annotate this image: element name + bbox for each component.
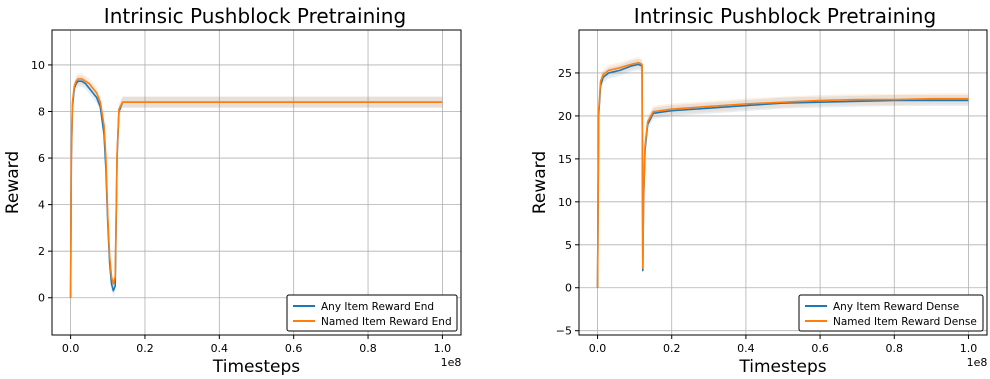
chart-left-y-tick-label: 4 (38, 199, 45, 212)
chart-left-series-0-band (70, 75, 443, 304)
chart-right-legend-label-named: Named Item Reward Dense (833, 316, 977, 328)
chart-right-y-tick-label: 0 (565, 282, 572, 295)
chart-right-x-ticks: 0.0 0.2 0.4 0.6 0.8 1.0 (589, 335, 977, 355)
chart-left-series (69, 78, 443, 298)
chart-right-series-1-band (597, 57, 969, 294)
chart-right-legend: Any Item Reward Dense Named Item Reward … (798, 294, 984, 332)
chart-left-series-1-line (69, 78, 443, 298)
chart-right-grid (579, 30, 987, 335)
chart-right-y-ticks: −5 0 5 10 15 20 25 (556, 67, 579, 338)
chart-left-y-tick-label: 2 (38, 245, 45, 258)
chart-left-y-tick-label: 6 (38, 152, 45, 165)
chart-right-y-tick-label: 10 (558, 196, 572, 209)
chart-right-legend-label-any: Any Item Reward Dense (833, 301, 959, 313)
chart-right-y-tick-label: 25 (558, 67, 572, 80)
chart-left-x-tick-label: 0.4 (211, 342, 229, 355)
chart-right-x-tick-label: 0.6 (811, 342, 829, 355)
chart-right-title: Intrinsic Pushblock Pretraining (634, 4, 936, 28)
chart-right-x-tick-label: 0.0 (589, 342, 607, 355)
chart-left-y-tick-label: 0 (38, 292, 45, 305)
chart-right-plot-frame (578, 29, 988, 336)
chart-right-x-tick-label: 0.4 (737, 342, 755, 355)
chart-right-legend-box (798, 294, 984, 332)
chart-left-x-tick-label: 1.0 (434, 342, 452, 355)
chart-left: Intrinsic Pushblock Pretraining 0.0 0.2 0.… (3, 4, 462, 377)
chart-right-y-tick-label: 20 (558, 110, 572, 123)
chart-right-y-tick-label: 15 (558, 153, 572, 166)
chart-right-y-tick-label: 5 (565, 239, 572, 252)
chart-right-x-tick-label: 1.0 (960, 342, 978, 355)
chart-right-series (596, 61, 969, 288)
chart-left-series-1-band (70, 73, 443, 304)
chart-left-x-tick-label: 0.8 (359, 342, 377, 355)
chart-right: Intrinsic Pushblock Pretraining 0.0 0.2 0.… (530, 4, 988, 377)
chart-left-x-tick-label: 0.0 (62, 342, 80, 355)
chart-left-legend: Any Item Reward End Named Item Reward En… (286, 294, 458, 332)
chart-left-legend-label-any: Any Item Reward End (321, 301, 434, 313)
chart-right-y-tick-label: −5 (556, 325, 572, 338)
chart-left-title: Intrinsic Pushblock Pretraining (104, 4, 406, 28)
chart-right-x-tick-label: 0.8 (886, 342, 904, 355)
chart-left-y-tick-label: 8 (38, 105, 45, 118)
chart-right-series-0-band (597, 58, 969, 294)
chart-right-y-axis-label: Reward (530, 151, 550, 214)
chart-left-legend-box (286, 294, 458, 332)
chart-left-grid (52, 30, 461, 335)
chart-left-y-tick-label: 10 (31, 59, 45, 72)
chart-left-bands (70, 73, 443, 304)
chart-left-x-tick-label: 0.2 (136, 342, 154, 355)
chart-right-series-1-line (596, 61, 969, 288)
chart-right-x-tick-label: 0.2 (663, 342, 681, 355)
chart-left-series-0-line (69, 80, 443, 298)
chart-left-y-axis-label: Reward (3, 151, 23, 214)
chart-left-legend-label-named: Named Item Reward End (321, 316, 452, 328)
chart-left-x-ticks: 0.0 0.2 0.4 0.6 0.8 1.0 (62, 335, 451, 355)
chart-left-x-axis-label: Timesteps (212, 357, 300, 375)
chart-left-plot-frame (51, 29, 462, 336)
chart-left-x-multiplier: 1e8 (441, 356, 462, 369)
chart-right-x-multiplier: 1e8 (967, 356, 988, 369)
chart-right-bands (597, 57, 969, 294)
chart-left-y-ticks: 0 2 4 6 8 10 (31, 59, 52, 305)
chart-left-x-tick-label: 0.6 (285, 342, 303, 355)
chart-right-x-axis-label: Timesteps (738, 357, 826, 375)
